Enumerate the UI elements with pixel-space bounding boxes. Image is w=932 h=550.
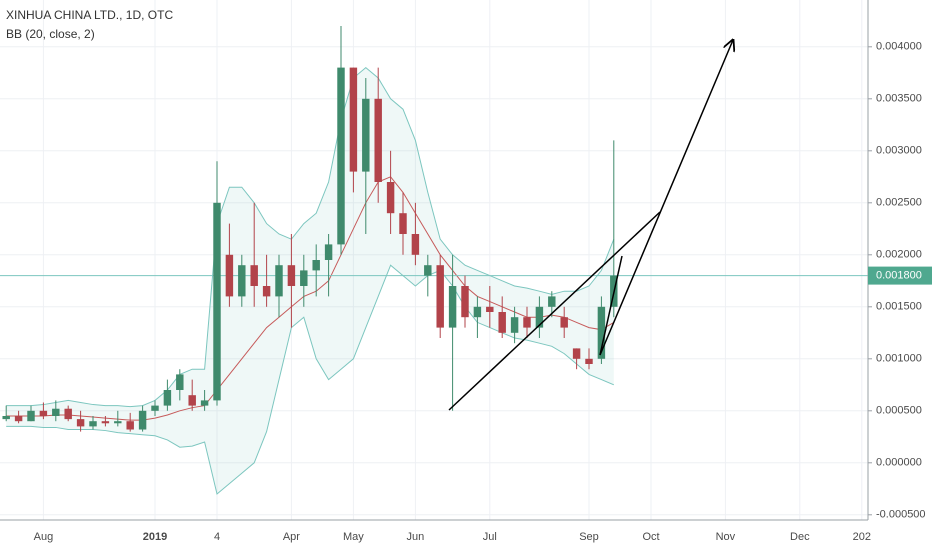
candle-body xyxy=(548,296,556,307)
candle-body xyxy=(126,421,134,430)
candle-body xyxy=(64,408,72,420)
candle-body xyxy=(300,270,308,286)
candle-body xyxy=(262,286,271,297)
candle-body xyxy=(523,317,531,328)
x-tick-label: Oct xyxy=(642,531,659,543)
candle-body xyxy=(535,306,544,328)
candle-body xyxy=(188,395,196,406)
y-tick-label: 0.004000 xyxy=(876,41,922,53)
x-tick-label: Jun xyxy=(407,531,425,543)
axis-labels: -0.000500 0.000000 0.000500 0.001000 0.00150… xyxy=(34,41,932,543)
x-tick-label: Aug xyxy=(34,531,54,543)
candle-body xyxy=(448,286,457,328)
candle-body xyxy=(312,260,320,271)
candle-body xyxy=(461,286,469,318)
last-price-box xyxy=(868,266,932,285)
plot xyxy=(0,26,868,495)
candle-body xyxy=(287,265,296,286)
candle-body xyxy=(498,312,506,333)
candle-body xyxy=(238,265,246,297)
candle-body xyxy=(213,202,221,401)
candle-body xyxy=(436,265,444,328)
candle-body xyxy=(585,358,593,364)
candle-body xyxy=(89,421,97,427)
candle-body xyxy=(27,410,35,422)
x-tick-label: Jul xyxy=(483,531,497,543)
x-tick-label: 2019 xyxy=(143,531,167,543)
x-tick-label: May xyxy=(343,531,364,543)
trend-arrow xyxy=(599,40,733,356)
y-tick-label: 0.000000 xyxy=(876,457,922,469)
candle-body xyxy=(324,244,333,260)
candle-body xyxy=(39,410,48,416)
x-tick-label: Dec xyxy=(790,531,810,543)
candle-body xyxy=(411,234,420,255)
candle-body xyxy=(560,317,568,328)
y-tick-label: 0.001500 xyxy=(876,301,922,313)
x-tick-label: 202 xyxy=(853,531,871,543)
y-tick-label: -0.000500 xyxy=(876,509,926,521)
y-tick-label: 0.000500 xyxy=(876,405,922,417)
bb-upper xyxy=(6,66,615,408)
candle-body xyxy=(362,98,370,172)
indicator-label: BB (20, close, 2) xyxy=(6,27,95,41)
candle-body xyxy=(473,306,482,318)
candle-body xyxy=(399,213,407,234)
candle-body xyxy=(14,416,23,422)
candle-body xyxy=(572,348,581,359)
candle-body xyxy=(424,265,432,276)
candle-body xyxy=(250,265,258,286)
candle-body xyxy=(163,390,172,406)
x-tick-label: 4 xyxy=(214,531,220,543)
candle-body xyxy=(386,182,395,214)
candle-body xyxy=(2,416,10,420)
candle-body xyxy=(176,374,184,390)
candle-body xyxy=(275,265,283,297)
trend-line xyxy=(448,211,661,411)
candle-body xyxy=(52,408,60,416)
y-tick-label: 0.002000 xyxy=(876,249,922,261)
candle-body xyxy=(200,400,209,406)
candle-body xyxy=(486,306,494,312)
last-price-label: 0.001800 xyxy=(876,270,922,282)
chart-title: XINHUA CHINA LTD., 1D, OTC xyxy=(6,8,173,22)
y-tick-label: 0.001000 xyxy=(876,353,922,365)
y-tick-label: 0.003500 xyxy=(876,93,922,105)
candle-body xyxy=(597,306,606,359)
candle-body xyxy=(151,405,159,411)
y-tick-label: 0.002500 xyxy=(876,197,922,209)
candle-body xyxy=(101,421,110,424)
candle-body xyxy=(510,317,519,333)
candle-body xyxy=(374,98,382,182)
candle-body xyxy=(114,421,122,424)
bb-lower xyxy=(6,264,614,495)
band-fill xyxy=(6,67,614,494)
x-tick-label: Sep xyxy=(579,531,599,543)
candle-body xyxy=(349,67,358,172)
bb-basis xyxy=(6,176,615,421)
x-tick-label: Apr xyxy=(283,531,300,543)
candle-body xyxy=(337,67,345,245)
candle-body xyxy=(76,419,85,427)
candle-body xyxy=(138,410,147,430)
trend-line xyxy=(599,255,623,356)
y-tick-label: 0.003000 xyxy=(876,145,922,157)
x-tick-label: Nov xyxy=(716,531,736,543)
candle-body xyxy=(225,254,234,297)
